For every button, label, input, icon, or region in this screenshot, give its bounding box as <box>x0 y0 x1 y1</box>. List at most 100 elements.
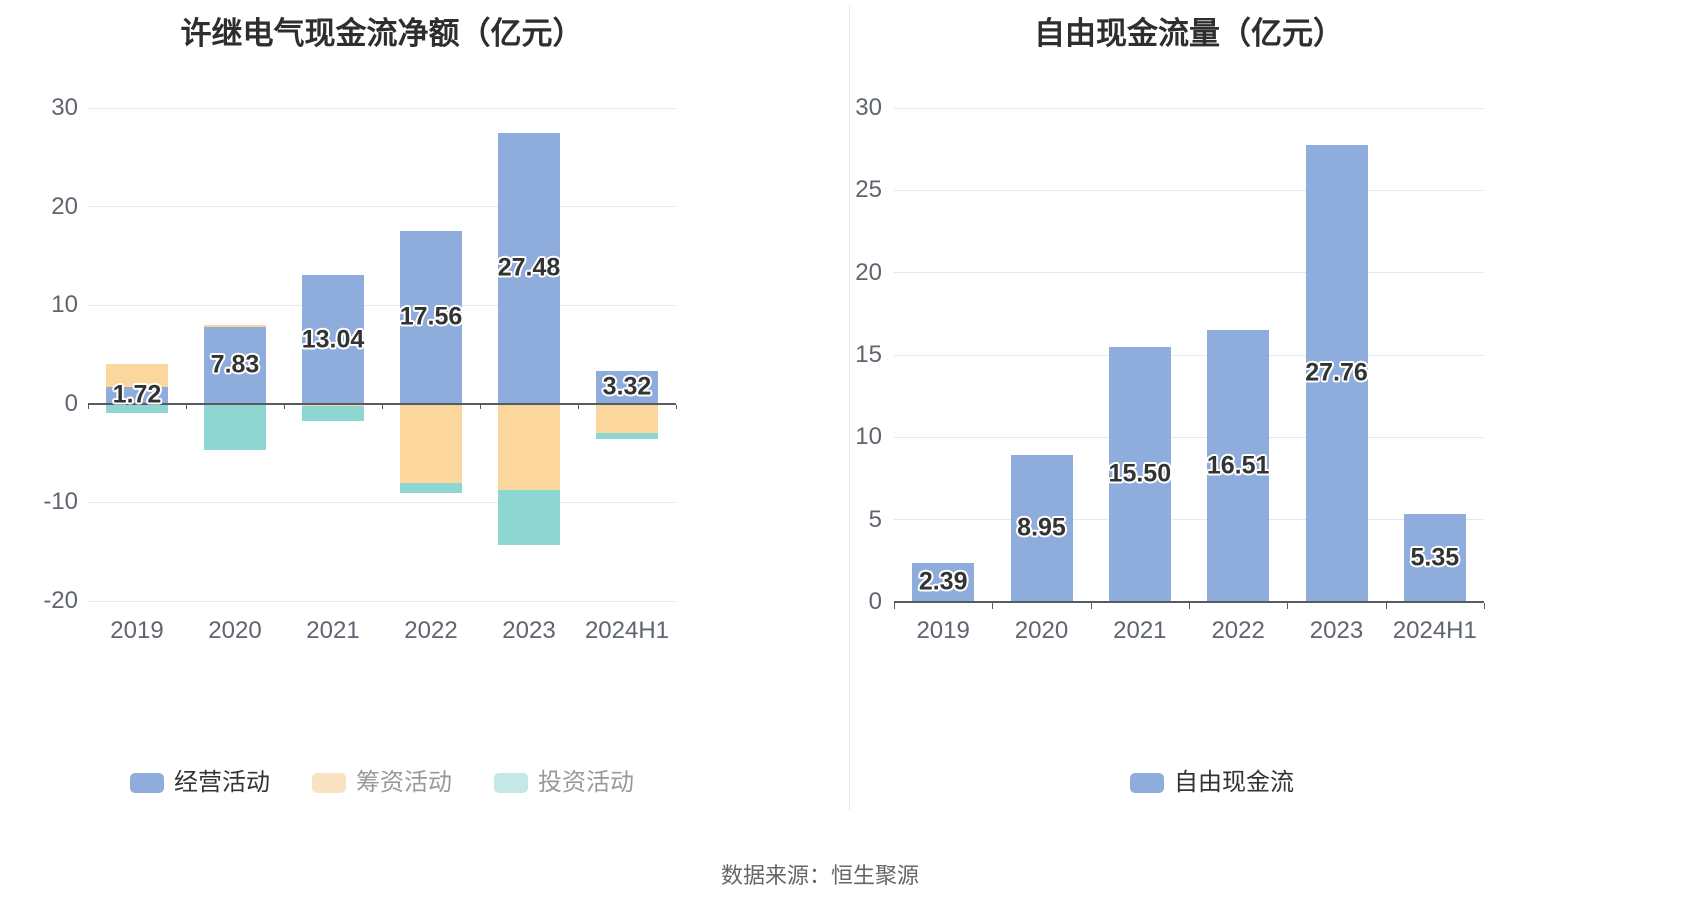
bar-value-label-2020: 8.95 <box>1017 513 1066 542</box>
y-gridline <box>894 272 1484 274</box>
bar-financing-2020[interactable] <box>204 325 266 327</box>
x-axis-tickmark <box>676 404 677 409</box>
source-note: 数据来源：恒生聚源 <box>720 863 920 888</box>
y-axis-tick-label: -20 <box>43 587 78 614</box>
x-axis-tickmark <box>578 404 579 409</box>
cashflow-chart-panel: 许继电气现金流净额（亿元） 30 20 10 0 -10 -20 1.72 7.83 13.04… <box>0 0 850 918</box>
bar-value-label-2019: 1.72 <box>112 380 162 409</box>
bar-financing-2019[interactable] <box>106 364 168 387</box>
x-axis-tickmark <box>186 404 187 409</box>
legend-label-fcf: 自由现金流 <box>1174 769 1294 796</box>
x-axis-tickmark <box>992 603 994 609</box>
bar-operating-2020[interactable] <box>204 326 266 404</box>
bar-investing-2021[interactable] <box>302 405 364 421</box>
legend-item-financing[interactable]: 筹资活动 <box>312 771 452 795</box>
x-axis-tickmark <box>284 404 285 409</box>
legend-label-investing: 投资活动 <box>538 769 634 796</box>
x-axis-label-2019: 2019 <box>110 617 164 644</box>
y-axis-tick-label: 20 <box>855 258 882 286</box>
y-gridline <box>894 107 1484 109</box>
bar-operating-2021[interactable] <box>302 275 364 404</box>
bar-value-label-2021: 13.04 <box>301 325 365 353</box>
x-axis-tickmark <box>1189 603 1190 609</box>
x-axis-tickmark <box>88 404 89 409</box>
bar-financing-2024H1[interactable] <box>596 403 658 433</box>
bar-value-label-2022: 17.56 <box>399 302 463 331</box>
bar-fcf-2021[interactable] <box>1108 346 1171 602</box>
y-axis-tick-label: 10 <box>855 423 882 451</box>
x-axis-line <box>88 402 676 405</box>
cashflow-chart-title: 许继电气现金流净额（亿元） <box>180 16 584 51</box>
y-axis-tick-label: 15 <box>855 341 882 368</box>
x-axis-label-2020: 2020 <box>1014 617 1069 644</box>
x-axis-label-2021: 2021 <box>306 617 360 644</box>
y-gridline <box>88 107 676 109</box>
bar-fcf-2020[interactable] <box>1010 454 1073 602</box>
y-gridline <box>88 600 676 602</box>
y-axis-tick-label: 20 <box>51 192 78 220</box>
bar-investing-2023[interactable] <box>498 489 560 545</box>
y-axis-tick-label: 30 <box>51 94 78 121</box>
legend-swatch-operating <box>130 773 164 793</box>
fcf-chart-title: 自由现金流量（亿元） <box>1034 16 1344 51</box>
bar-fcf-2023[interactable] <box>1305 144 1368 602</box>
x-axis-label-2021: 2021 <box>1113 617 1167 644</box>
legend-label-financing: 筹资活动 <box>356 769 452 796</box>
bar-financing-2022[interactable] <box>400 403 462 483</box>
bar-operating-2019[interactable] <box>106 386 168 404</box>
y-gridline <box>894 189 1484 191</box>
y-axis-tick-label: 10 <box>51 291 78 319</box>
legend-swatch-fcf <box>1130 773 1164 793</box>
x-axis-tickmark <box>1484 603 1485 609</box>
x-axis-label-2019: 2019 <box>916 617 970 644</box>
x-axis-tickmark <box>894 603 895 609</box>
bar-operating-2023[interactable] <box>498 132 560 404</box>
x-axis-label-2020: 2020 <box>208 617 262 644</box>
y-axis-tick-label: 0 <box>64 389 78 417</box>
x-axis-tickmark <box>1385 603 1387 609</box>
x-axis-tickmark <box>1287 603 1289 609</box>
fcf-legend: 自由现金流 <box>1130 771 1294 795</box>
x-axis-label-2024H1: 2024H1 <box>584 617 670 644</box>
bar-fcf-2022[interactable] <box>1207 330 1270 602</box>
bar-value-label-2023: 27.48 <box>497 253 561 282</box>
bar-investing-2020[interactable] <box>204 403 266 451</box>
bar-investing-2022[interactable] <box>400 482 462 494</box>
y-axis-tick-label: 0 <box>868 588 882 615</box>
x-axis-label-2023: 2023 <box>502 617 556 644</box>
bar-operating-2024H1[interactable] <box>596 371 658 404</box>
bar-value-label-2024H1: 3.32 <box>602 372 652 401</box>
bar-operating-2022[interactable] <box>400 230 462 404</box>
x-axis-tickmark <box>1090 603 1092 609</box>
bar-value-label-2019: 2.39 <box>918 567 968 596</box>
legend-item-operating[interactable]: 经营活动 <box>130 771 270 795</box>
legend-swatch-investing <box>494 773 528 793</box>
legend-swatch-financing <box>312 773 346 793</box>
y-axis-tick-label: -10 <box>43 488 78 516</box>
bar-investing-2019[interactable] <box>106 403 168 414</box>
x-axis-tickmark <box>382 404 383 409</box>
y-axis-tick-label: 5 <box>868 505 882 533</box>
bar-fcf-2024H1[interactable] <box>1403 513 1466 602</box>
legend-item-investing[interactable]: 投资活动 <box>494 771 634 795</box>
x-axis-label-2023: 2023 <box>1309 617 1364 644</box>
cashflow-plot-area[interactable]: 30 20 10 0 -10 -20 1.72 7.83 13.04 17.56 27.48 3.32… <box>0 0 850 918</box>
bar-value-label-2021: 15.50 <box>1108 459 1172 488</box>
fcf-chart-panel: 自由现金流量（亿元） 30 25 20 15 10 5 0 2.39 8.95 15.50 16.5… <box>850 0 1700 918</box>
legend-label-operating: 经营活动 <box>174 769 270 796</box>
bar-financing-2023[interactable] <box>498 403 560 490</box>
bar-value-label-2023: 27.76 <box>1305 358 1368 387</box>
bar-value-label-2020: 7.83 <box>210 350 260 379</box>
y-gridline <box>894 519 1484 521</box>
fcf-plot-area[interactable]: 30 25 20 15 10 5 0 2.39 8.95 15.50 16.51 27.76 5.35 2… <box>850 0 1700 918</box>
legend-item-fcf[interactable]: 自由现金流 <box>1130 771 1294 795</box>
y-axis-tick-label: 25 <box>855 176 882 204</box>
bar-investing-2024H1[interactable] <box>596 432 658 440</box>
y-gridline <box>894 436 1484 438</box>
bar-fcf-2019[interactable] <box>912 562 975 602</box>
x-axis-label-2022: 2022 <box>404 617 458 644</box>
y-gridline <box>88 304 676 306</box>
x-axis-label-2022: 2022 <box>1211 617 1265 644</box>
y-gridline <box>88 206 676 208</box>
y-gridline <box>894 354 1484 356</box>
